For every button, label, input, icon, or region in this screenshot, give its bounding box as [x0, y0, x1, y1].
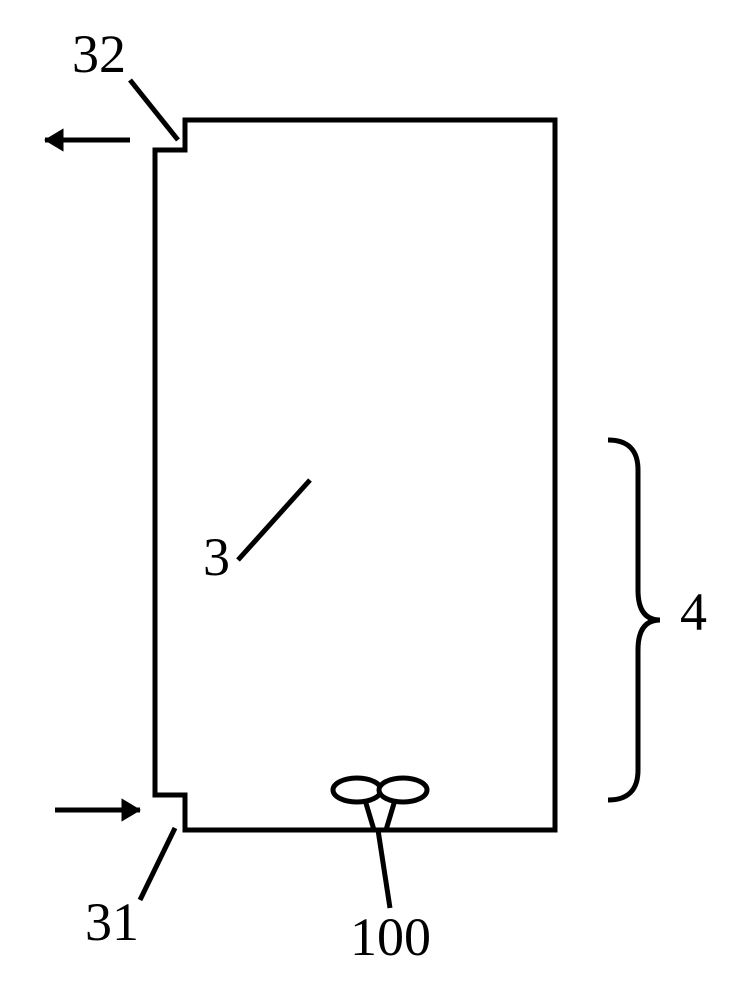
leader-l32 — [130, 80, 178, 140]
seedling-stem-right — [386, 800, 395, 830]
label-l32: 32 — [72, 24, 126, 84]
technical-diagram: 32 3 31 100 4 — [0, 0, 750, 1000]
seedling-stem-left — [365, 800, 374, 830]
outlet-arrow — [45, 129, 130, 151]
leader-l31 — [140, 828, 175, 900]
leader-l100 — [378, 830, 390, 908]
label-l31: 31 — [85, 892, 139, 952]
inlet-arrow — [55, 799, 140, 821]
label-l4: 4 — [680, 582, 707, 642]
seedling — [333, 778, 427, 830]
seedling-leaf-right — [379, 778, 427, 802]
vessel-outline — [155, 120, 555, 830]
leader-l3 — [238, 480, 310, 560]
label-l100: 100 — [350, 907, 431, 967]
brace-4 — [608, 440, 660, 800]
label-l3: 3 — [203, 527, 230, 587]
seedling-leaf-left — [333, 778, 381, 802]
